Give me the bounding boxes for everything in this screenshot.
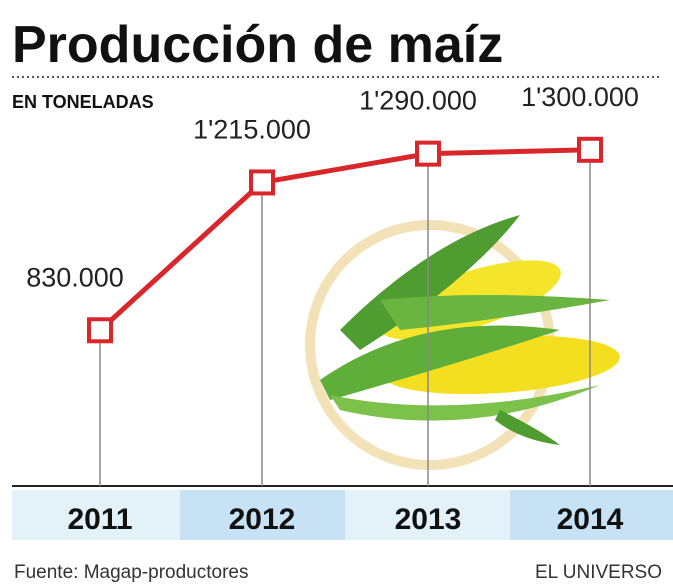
x-tick-label: 2013 (395, 503, 462, 536)
line (98, 147, 591, 333)
x-tick-label: 2011 (67, 503, 132, 536)
category-cell (180, 490, 345, 540)
category-cell (345, 490, 510, 540)
subtitle: EN TONELADAS (12, 92, 154, 112)
corn-illustration (305, 215, 620, 470)
data-label: 1'290.000 (359, 86, 477, 116)
data-label: 1'215.000 (193, 114, 311, 144)
point-marker (577, 136, 603, 163)
chart-title: Producción de maíz (12, 16, 503, 74)
x-tick-label: 2014 (557, 503, 624, 536)
source: Fuente: Magap-productores (14, 562, 248, 583)
data-label: 1'300.000 (521, 82, 639, 112)
data-label: 830.000 (26, 262, 124, 292)
credit: EL UNIVERSO (535, 562, 662, 583)
category-cell (510, 490, 673, 540)
point-marker (249, 169, 275, 196)
point-marker (415, 140, 441, 167)
point-marker (87, 317, 113, 344)
x-tick-label: 2012 (229, 503, 296, 536)
category-cell (12, 490, 180, 540)
